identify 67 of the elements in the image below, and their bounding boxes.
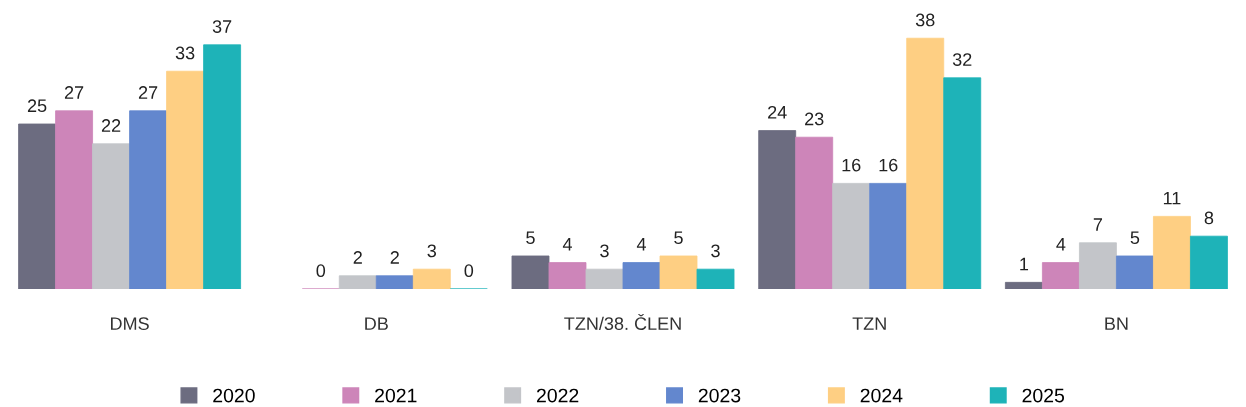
legend-label: 2024 [860,388,903,403]
data-label: 27 [64,86,84,99]
data-label: 16 [879,158,898,172]
data-label: 3 [600,244,609,258]
bar [55,110,93,289]
bar [622,262,661,289]
data-label: 25 [27,99,47,113]
data-label: 8 [1204,211,1214,225]
data-label: 24 [768,105,787,119]
data-label: 0 [316,264,326,278]
legend-label: 2020 [213,388,255,403]
data-label: 32 [952,53,972,66]
data-label: 1 [1020,257,1029,271]
data-label: 4 [562,238,572,251]
bar [511,255,550,289]
bar [869,182,908,289]
bar [696,268,735,289]
data-label: 23 [805,112,824,126]
legend-label: 2025 [1022,388,1065,403]
bar [548,262,587,289]
bar [375,275,414,289]
bar [92,143,130,289]
bar [585,268,624,289]
x-tick-label: BN [1105,317,1128,330]
x-tick-label: TZN [852,317,886,330]
bar [1041,262,1080,289]
x-tick-label: DMS [111,317,149,331]
x-tick-label: TZN/38. ČLEN [564,314,681,331]
data-label: 3 [427,244,437,258]
data-label: 5 [1130,231,1140,245]
bar [203,44,242,289]
legend-label: 2022 [536,388,579,403]
bar [832,182,871,289]
bar [1116,255,1154,289]
bar [1190,235,1228,289]
bar [1078,242,1117,289]
bar [659,255,698,289]
legend-label: 2023 [698,388,741,403]
data-label: 37 [212,20,232,33]
data-label: 5 [674,231,683,245]
data-label: 16 [842,158,861,172]
bar [758,130,797,289]
data-label: 7 [1093,218,1103,231]
bar [338,275,377,289]
bar [18,123,56,289]
bar [166,70,205,289]
data-label: 0 [464,264,474,278]
data-label: 11 [1163,191,1181,205]
data-label: 2 [353,251,362,264]
bar [1004,281,1043,289]
data-label: 38 [915,13,935,27]
data-label: 4 [636,238,646,251]
x-tick-label: DB [365,317,388,330]
data-label: 3 [711,244,720,258]
bar [129,110,168,289]
data-label: 4 [1056,238,1066,251]
bar [906,37,945,289]
bar [795,136,834,289]
data-label: 27 [138,86,158,99]
legend-label: 2021 [375,388,417,403]
bar [943,77,982,289]
data-label: 22 [101,119,121,132]
data-label: 33 [175,46,195,60]
bar [412,268,451,289]
bar [1153,215,1191,289]
data-label: 5 [526,231,535,245]
data-label: 2 [390,251,399,264]
